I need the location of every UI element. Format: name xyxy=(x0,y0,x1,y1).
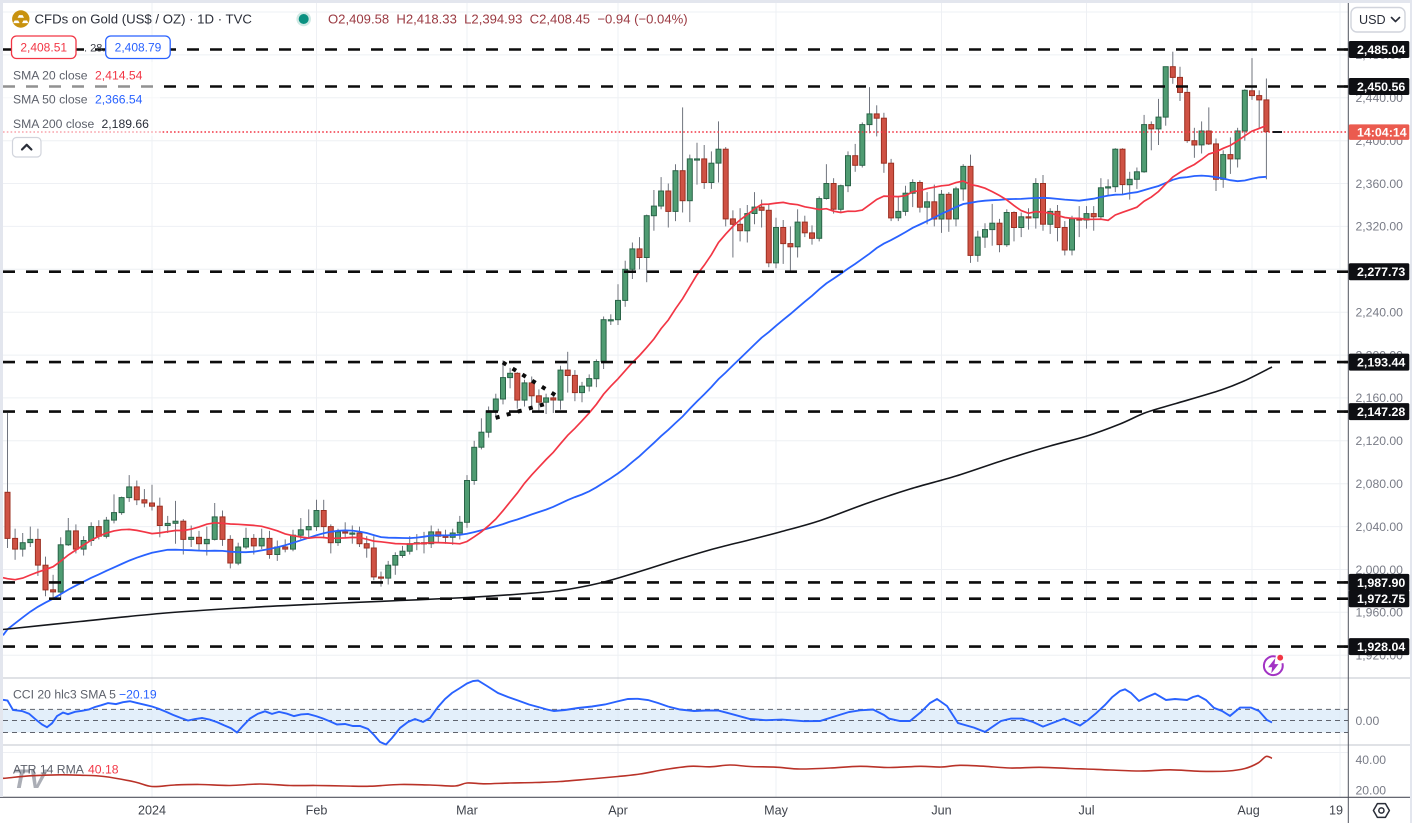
svg-text:2,193.44: 2,193.44 xyxy=(1357,356,1405,370)
svg-text:2,240.00: 2,240.00 xyxy=(1356,306,1404,320)
svg-text:SMA 50 close: SMA 50 close xyxy=(13,93,88,107)
svg-text:2,160.00: 2,160.00 xyxy=(1356,391,1404,405)
svg-text:2,147.28: 2,147.28 xyxy=(1357,405,1405,419)
svg-text:Jul: Jul xyxy=(1078,804,1094,818)
svg-text:CCI 20 hlc3 SMA 5: CCI 20 hlc3 SMA 5 xyxy=(13,688,116,702)
svg-text:SMA 20 close: SMA 20 close xyxy=(13,68,88,82)
svg-text:SMA 200 close: SMA 200 close xyxy=(13,117,95,131)
svg-text:1,987.90: 1,987.90 xyxy=(1357,576,1405,590)
svg-text:Apr: Apr xyxy=(608,804,628,818)
svg-text:Feb: Feb xyxy=(306,804,328,818)
svg-text:20.00: 20.00 xyxy=(1356,784,1387,798)
svg-text:2,360.00: 2,360.00 xyxy=(1356,177,1404,191)
svg-text:14:04:14: 14:04:14 xyxy=(1357,125,1407,139)
svg-text:40.18: 40.18 xyxy=(88,762,119,776)
svg-text:2,080.00: 2,080.00 xyxy=(1356,477,1404,491)
svg-text:2,366.54: 2,366.54 xyxy=(95,93,143,107)
svg-text:2024: 2024 xyxy=(138,804,166,818)
svg-text:−20.19: −20.19 xyxy=(119,688,157,702)
svg-text:1,972.75: 1,972.75 xyxy=(1357,592,1405,606)
svg-text:Jun: Jun xyxy=(931,804,951,818)
svg-text:2,408.51: 2,408.51 xyxy=(20,41,67,55)
svg-text:CFDs on Gold (US$ / OZ) · 1D ·: CFDs on Gold (US$ / OZ) · 1D · TVC xyxy=(35,12,253,27)
svg-text:Mar: Mar xyxy=(456,804,478,818)
svg-text:19: 19 xyxy=(1329,804,1343,818)
svg-text:2,450.56: 2,450.56 xyxy=(1357,80,1405,94)
svg-text:2,485.04: 2,485.04 xyxy=(1357,43,1405,57)
svg-text:1,928.04: 1,928.04 xyxy=(1357,640,1405,654)
svg-text:O2,409.58 H2,418.33 L2,394.9: O2,409.58 H2,418.33 L2,394.93 C2,408.45 … xyxy=(328,11,688,26)
svg-text:2,277.73: 2,277.73 xyxy=(1357,265,1405,279)
svg-text:. 28.: . 28. xyxy=(84,43,105,55)
svg-text:0.00: 0.00 xyxy=(1356,714,1380,728)
svg-text:USD: USD xyxy=(1359,13,1386,27)
svg-text:40.00: 40.00 xyxy=(1356,753,1387,767)
svg-text:1,960.00: 1,960.00 xyxy=(1356,606,1404,620)
svg-text:2,189.66: 2,189.66 xyxy=(102,117,150,131)
svg-text:2,414.54: 2,414.54 xyxy=(95,68,143,82)
svg-text:2,408.79: 2,408.79 xyxy=(115,41,162,55)
svg-text:TV: TV xyxy=(12,764,48,794)
svg-text:2,120.00: 2,120.00 xyxy=(1356,434,1404,448)
svg-text:2,040.00: 2,040.00 xyxy=(1356,520,1404,534)
svg-text:ATR 14 RMA: ATR 14 RMA xyxy=(13,762,85,776)
svg-text:Aug: Aug xyxy=(1237,804,1259,818)
svg-text:May: May xyxy=(764,804,788,818)
svg-text:2,000.00: 2,000.00 xyxy=(1356,563,1404,577)
svg-text:2,320.00: 2,320.00 xyxy=(1356,220,1404,234)
